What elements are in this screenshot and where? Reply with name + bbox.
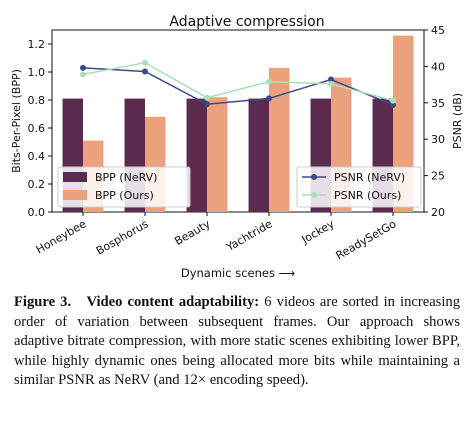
bar-bpp-nerv-beauty: [186, 98, 207, 212]
y2-tick-label: 30: [431, 133, 445, 146]
y-tick-label: 0.6: [28, 122, 46, 135]
legend-label-bpp-ours: BPP (Ours): [95, 189, 154, 202]
point-psnr-nerv-honeybee: [80, 64, 86, 71]
caption-label: Figure 3.: [14, 294, 72, 310]
legend-label-psnr-nerv: PSNR (NeRV): [334, 171, 405, 184]
point-psnr-ours-readysetgo: [390, 97, 396, 104]
bar-bpp-ours-yachtride: [269, 67, 290, 212]
figure-chart: Adaptive compression 0.0 0.2 0.4 0.6 0.8 1.0 1…: [10, 14, 464, 280]
point-psnr-nerv-yachtride: [266, 95, 272, 102]
y-tick-label: 1.0: [28, 66, 46, 79]
point-psnr-ours-bosphorus: [142, 59, 148, 66]
point-psnr-ours-beauty: [204, 94, 210, 101]
point-psnr-ours-yachtride: [266, 78, 272, 85]
figure-caption: Figure 3. Video content adaptability: 6 …: [14, 293, 460, 391]
x-tick-label-jockey: Jockey: [299, 217, 337, 247]
legend-swatch-bpp-ours: [63, 190, 87, 200]
x-tick-label-bosphorus: Bosphorus: [94, 217, 151, 257]
lines-group: [80, 59, 396, 108]
x-tick-label-beauty: Beauty: [172, 217, 213, 248]
y2-tick-label: 35: [431, 97, 445, 110]
y2-tick-label: 25: [431, 170, 445, 183]
x-tick-label-honeybee: Honeybee: [34, 217, 89, 256]
legend-label-psnr-ours: PSNR (Ours): [334, 189, 401, 202]
caption-text: 6 videos are sorted in increasing order …: [14, 294, 461, 389]
y-tick-label: 0.0: [28, 206, 46, 219]
point-psnr-nerv-beauty: [204, 101, 210, 108]
legend-marker-psnr-nerv: [311, 174, 317, 180]
chart-title: Adaptive compression: [169, 14, 324, 30]
point-psnr-nerv-readysetgo: [390, 101, 396, 108]
point-psnr-nerv-bosphorus: [142, 68, 148, 75]
plot-frame: [51, 29, 425, 213]
point-psnr-nerv-jockey: [328, 76, 334, 83]
legend-label-bpp-nerv: BPP (NeRV): [95, 171, 157, 184]
line-psnr-nerv: [82, 67, 394, 106]
y-axis-left: 0.0 0.2 0.4 0.6 0.8 1.0 1.2: [28, 38, 52, 219]
y-tick-label: 0.8: [28, 94, 46, 107]
line-psnr-ours: [82, 61, 394, 102]
x-tick-label-readysetgo: ReadySetGo: [334, 217, 399, 262]
legend-marker-psnr-ours: [311, 192, 317, 198]
y2-axis-label: PSNR (dB): [451, 93, 464, 149]
point-psnr-ours-honeybee: [80, 71, 86, 78]
y2-tick-label: 45: [431, 24, 445, 37]
y-tick-label: 0.4: [28, 150, 46, 163]
y-tick-label: 1.2: [28, 38, 46, 51]
y-axis-right: 20 25 30 35 40 45: [424, 24, 445, 219]
legend-swatch-bpp-nerv: [63, 172, 87, 182]
x-axis-label: Dynamic scenes ⟶: [181, 266, 295, 280]
x-axis: Honeybee Bosphorus Beauty Yachtride JockeyRe…: [34, 212, 399, 262]
y-tick-label: 0.2: [28, 178, 46, 191]
point-psnr-ours-jockey: [328, 80, 334, 87]
bar-bpp-ours-beauty: [207, 97, 228, 212]
y2-tick-label: 40: [431, 60, 445, 73]
y2-tick-label: 20: [431, 206, 445, 219]
bar-bpp-nerv-yachtride: [248, 98, 269, 212]
x-tick-label-yachtride: Yachtride: [223, 217, 274, 254]
legend-bpp: BPP (NeRV) BPP (Ours): [57, 166, 191, 208]
y-axis-label: Bits-Per-Pixel (BPP): [10, 69, 23, 173]
legend-psnr: PSNR (NeRV) PSNR (Ours): [296, 166, 422, 208]
caption-title: Video content adaptability:: [86, 294, 260, 310]
